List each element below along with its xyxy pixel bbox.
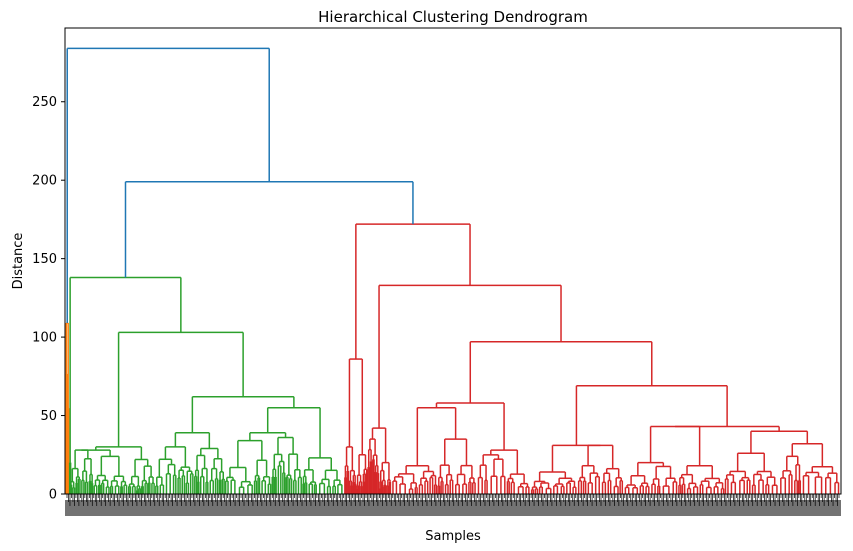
x-axis-label: Samples — [425, 529, 481, 544]
x-ticks — [65, 494, 841, 516]
dendrogram-links — [65, 47, 840, 494]
y-axis-label: Distance — [11, 233, 26, 290]
y-tick-label: 0 — [49, 488, 57, 503]
y-tick-label: 100 — [32, 331, 57, 346]
y-tick-label: 50 — [40, 409, 57, 424]
plot-frame — [64, 27, 842, 495]
y-tick-label: 150 — [32, 252, 57, 267]
x-tick-labels-band — [65, 500, 841, 516]
y-axis: 0 50 100 150 200 250 — [32, 95, 65, 503]
y-tick-label: 250 — [32, 95, 57, 110]
chart-title: Hierarchical Clustering Dendrogram — [318, 8, 588, 26]
y-tick-label: 200 — [32, 174, 57, 189]
